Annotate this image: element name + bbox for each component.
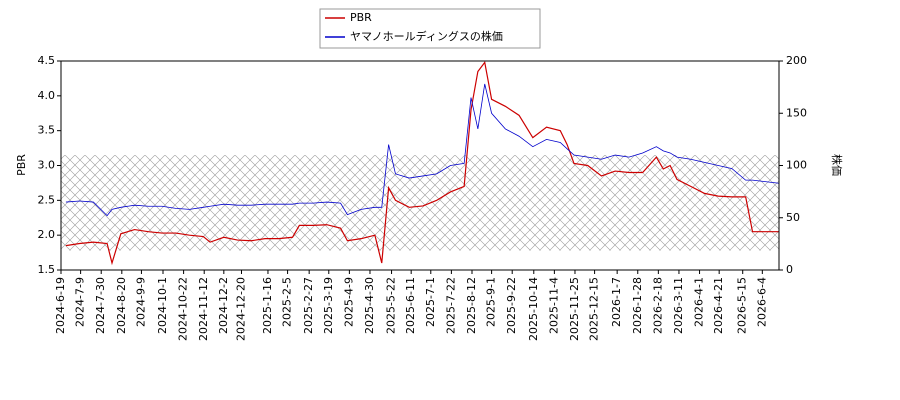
x-tick-label: 2025-4-9 <box>342 277 355 327</box>
y2-tick-label: 150 <box>786 106 807 119</box>
legend: PBR ヤマノホールディングスの株価 <box>319 8 541 49</box>
y2-tick-label: 0 <box>786 263 793 276</box>
series-line <box>65 60 779 266</box>
x-tick-label: 2024-10-1 <box>156 277 169 334</box>
x-tick-label: 2025-4-30 <box>363 277 376 334</box>
x-tick-label: 2024-10-22 <box>177 277 190 341</box>
x-tick-label: 2025-2-5 <box>281 277 294 327</box>
x-tick-label: 2025-8-12 <box>465 277 478 334</box>
x-tick-label: 2025-3-19 <box>322 277 335 334</box>
legend-box <box>319 8 541 49</box>
x-tick-label: 2025-9-22 <box>505 277 518 334</box>
x-tick-label: 2024-12-2 <box>217 277 230 334</box>
x-tick-label: 2024-9-9 <box>134 277 147 327</box>
shaded-band <box>61 155 779 251</box>
x-tick-label: 2025-1-16 <box>261 277 274 334</box>
x-tick-label: 2024-8-20 <box>115 277 128 334</box>
y-tick-label: 4.5 <box>38 54 56 67</box>
x-tick-label: 2026-4-1 <box>693 277 706 327</box>
x-tick-label: 2025-12-15 <box>588 277 601 341</box>
x-tick-label: 2025-11-25 <box>568 277 581 341</box>
x-tick-label: 2025-2-27 <box>302 277 315 334</box>
y-tick-label: 3.0 <box>38 159 56 172</box>
x-tick-label: 2026-3-11 <box>672 277 685 334</box>
legend-label: ヤマノホールディングスの株価 <box>350 29 503 43</box>
x-tick-label: 2025-10-14 <box>527 277 540 341</box>
x-tick-label: 2024-6-19 <box>54 277 67 334</box>
x-tick-label: 2025-7-1 <box>424 277 437 327</box>
legend-label: PBR <box>350 11 372 24</box>
plot-area <box>61 60 780 266</box>
x-tick-label: 2025-11-4 <box>547 277 560 334</box>
y-tick-label: 4.0 <box>38 89 56 102</box>
y-tick-label: 1.5 <box>38 263 56 276</box>
x-tick-label: 2025-7-22 <box>444 277 457 334</box>
x-tick-label: 2024-7-9 <box>74 277 87 327</box>
y2-axis-label: 株価 <box>830 154 844 176</box>
series-line <box>65 83 780 217</box>
x-tick-label: 2026-6-4 <box>755 277 768 327</box>
x-tick-label: 2024-7-30 <box>94 277 107 334</box>
x-tick-label: 2025-9-1 <box>485 277 498 327</box>
x-tick-label: 2024-11-12 <box>197 277 210 341</box>
x-tick-label: 2025-6-11 <box>404 277 417 334</box>
x-tick-label: 2026-4-21 <box>712 277 725 334</box>
x-tick-label: 2025-5-22 <box>385 277 398 334</box>
y2-tick-label: 100 <box>786 159 807 172</box>
x-tick-label: 2026-2-18 <box>651 277 664 334</box>
x-tick-label: 2024-12-20 <box>234 277 247 341</box>
y-tick-label: 3.5 <box>38 124 56 137</box>
x-tick-label: 2026-1-7 <box>610 277 623 327</box>
y-axis-label: PBR <box>15 154 28 176</box>
y-tick-label: 2.0 <box>38 228 56 241</box>
x-tick-label: 2026-1-28 <box>631 277 644 334</box>
y2-tick-label: 200 <box>786 54 807 67</box>
x-tick-label: 2026-5-15 <box>736 277 749 334</box>
y-tick-label: 2.5 <box>38 193 56 206</box>
y2-tick-label: 50 <box>786 211 800 224</box>
